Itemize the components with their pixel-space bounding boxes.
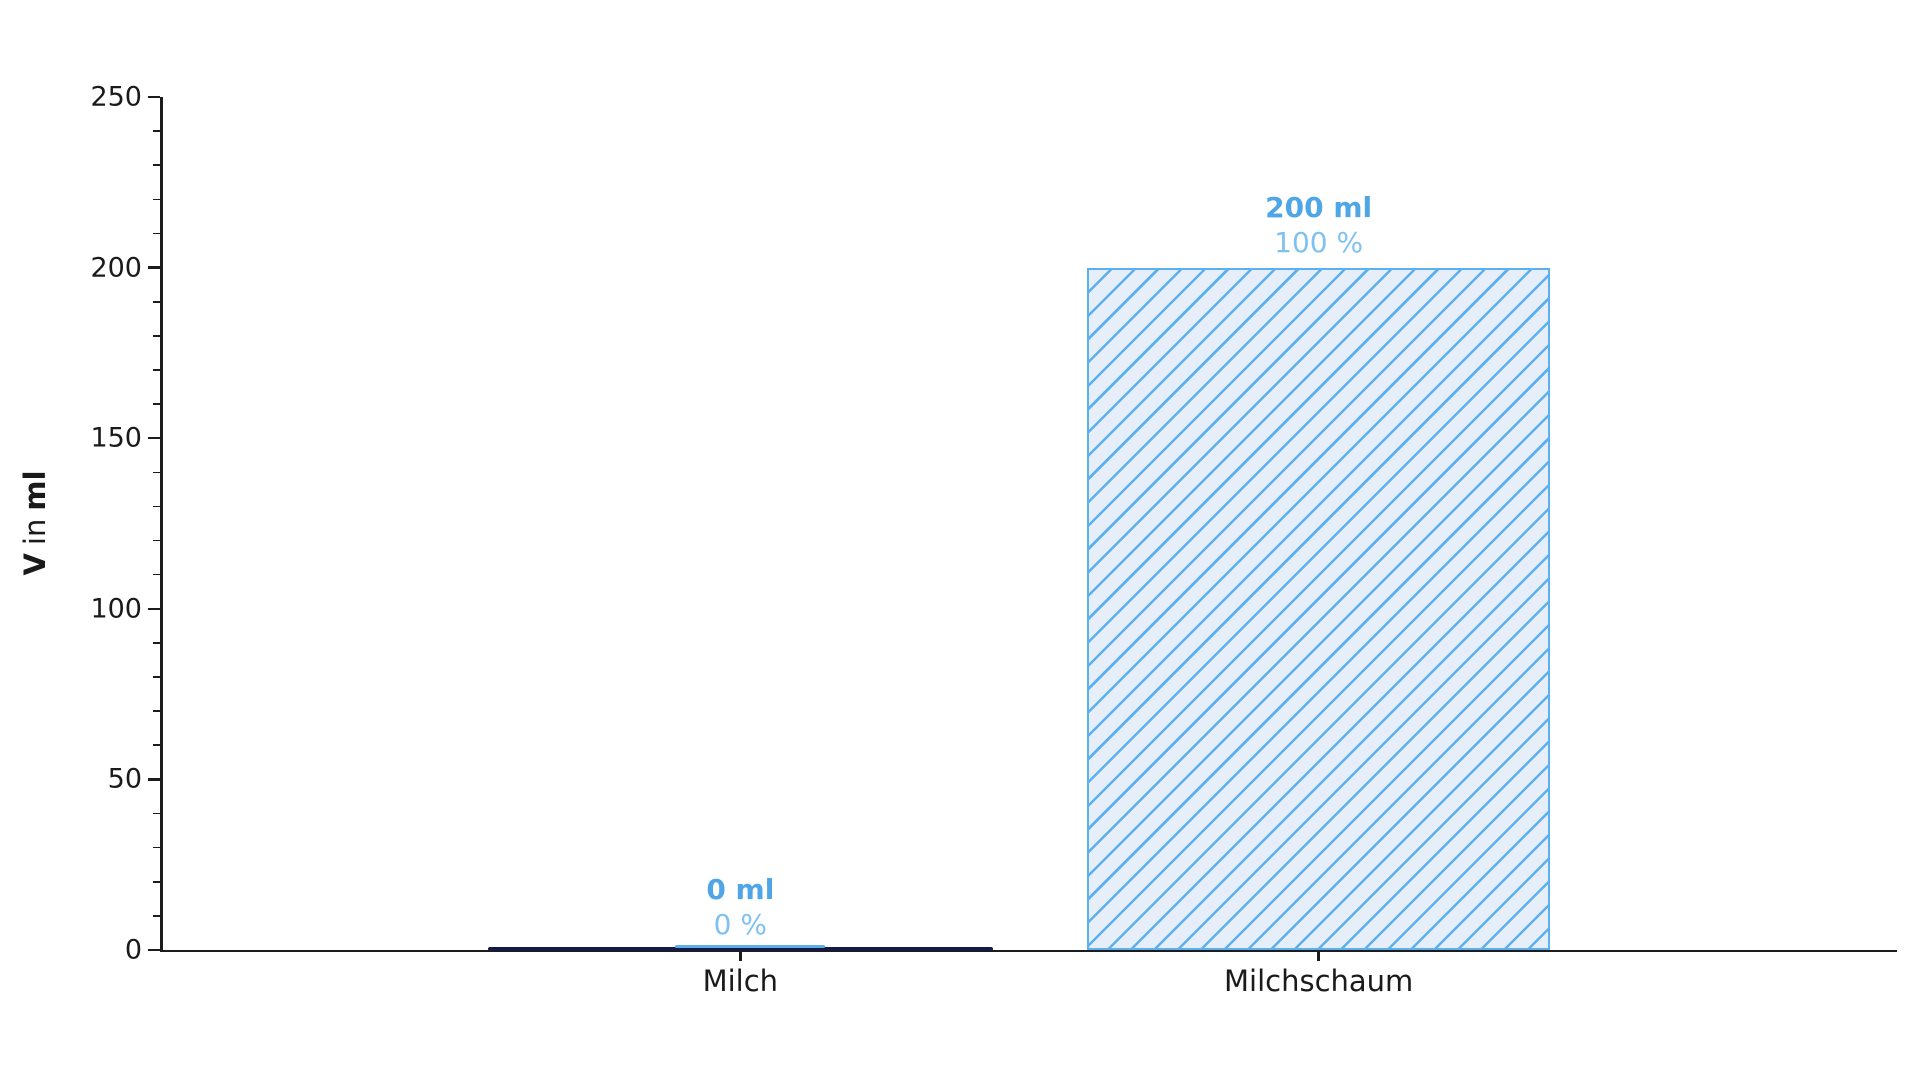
y-minor-tick	[153, 300, 160, 303]
y-minor-tick	[153, 198, 160, 201]
y-tick-label: 100	[90, 593, 142, 625]
y-minor-tick	[153, 403, 160, 405]
zero-height-bar	[488, 947, 994, 951]
x-tick	[1317, 950, 1320, 961]
y-tick-label: 50	[107, 763, 142, 795]
y-tick	[148, 95, 160, 99]
y-minor-tick	[153, 232, 160, 235]
bar-value-label: 0 ml	[706, 873, 775, 906]
y-tick	[148, 437, 160, 440]
y-minor-tick	[153, 710, 160, 712]
zero-height-bar-edge	[675, 945, 826, 948]
y-minor-tick	[153, 573, 160, 576]
y-tick	[148, 778, 160, 781]
bar-value-label: 200 ml	[1265, 190, 1373, 224]
x-tick	[739, 950, 742, 961]
plot-area: 0 50 100 150 200 250 Milch Milchschaum 0 ml 0 % 2…	[90, 82, 1897, 998]
x-tick-label: Milch	[702, 964, 779, 998]
y-minor-tick	[153, 642, 160, 644]
y-minor-tick	[153, 369, 160, 371]
y-axis-title-quantity: V	[18, 553, 52, 576]
bar	[1087, 267, 1550, 950]
y-minor-tick	[153, 676, 160, 678]
y-tick	[148, 948, 160, 952]
y-minor-tick	[153, 812, 160, 815]
bar-label-block: 0 ml 0 %	[706, 872, 774, 942]
y-minor-tick	[153, 130, 160, 132]
y-tick-label: 150	[90, 422, 142, 454]
y-minor-tick	[153, 471, 160, 474]
y-tick	[148, 607, 160, 610]
y-minor-tick	[153, 164, 160, 167]
bar-percent-label: 100 %	[1274, 225, 1364, 259]
y-minor-tick	[153, 915, 160, 917]
y-tick-label: 250	[90, 81, 142, 113]
y-tick-label: 200	[90, 252, 142, 284]
x-tick-label: Milchschaum	[1224, 964, 1414, 998]
bar-label-block: 200 ml 100 %	[1265, 190, 1372, 260]
y-minor-tick	[153, 335, 160, 337]
y-minor-tick	[153, 846, 160, 849]
y-minor-tick	[153, 539, 160, 542]
y-minor-tick	[153, 505, 160, 508]
y-minor-tick	[153, 880, 160, 883]
y-tick-label: 0	[124, 934, 142, 966]
bar-percent-label: 0 %	[713, 908, 767, 941]
x-axis-spine	[160, 949, 1897, 952]
y-axis-title: Vin ml	[18, 470, 52, 575]
y-axis-title-unit: ml	[18, 470, 52, 511]
y-minor-tick	[153, 744, 160, 747]
y-axis-title-separator: in	[18, 518, 52, 546]
y-axis-spine	[160, 97, 163, 952]
y-tick	[148, 266, 160, 269]
